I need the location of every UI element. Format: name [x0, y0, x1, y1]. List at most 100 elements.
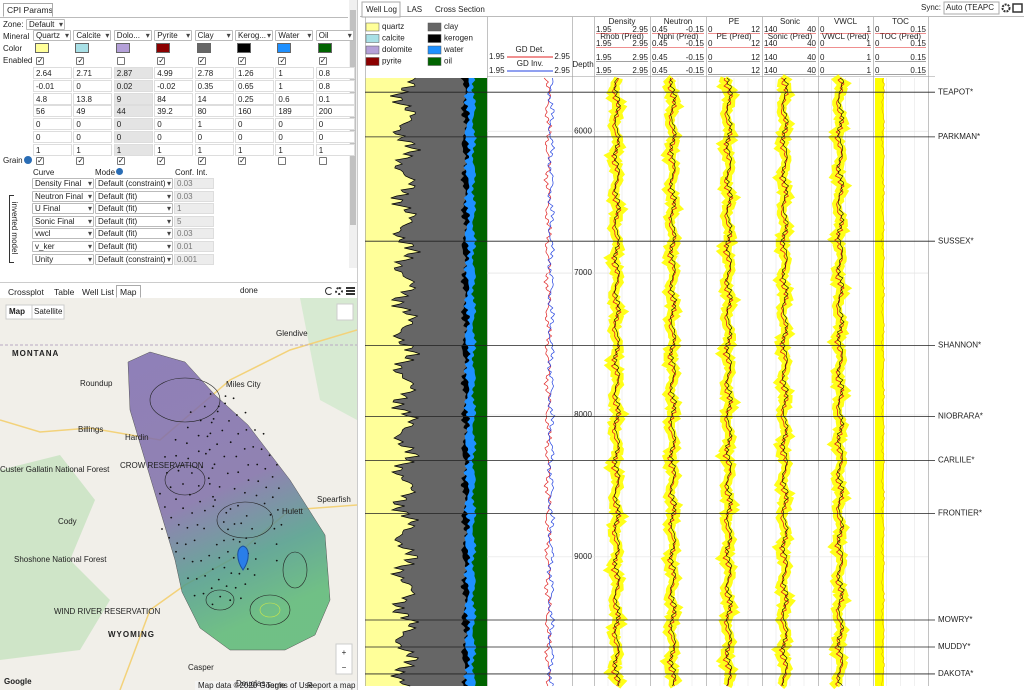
mode-select[interactable]: Default (fit): [95, 241, 173, 252]
menu-icon[interactable]: [1012, 3, 1023, 13]
mineral-select[interactable]: Calcite: [73, 30, 112, 41]
enabled-checkbox[interactable]: [116, 57, 125, 65]
property-input[interactable]: 0: [194, 131, 234, 143]
property-input[interactable]: 2.78: [194, 67, 234, 79]
property-input[interactable]: 4.99: [154, 67, 194, 79]
menu-icon[interactable]: [346, 287, 355, 295]
property-input[interactable]: 0.65: [235, 79, 274, 92]
conf-input[interactable]: 0.03: [174, 190, 214, 202]
mode-select[interactable]: Default (constraint): [95, 178, 173, 189]
property-input[interactable]: 0.8: [315, 67, 355, 79]
enabled-checkbox[interactable]: [197, 57, 206, 65]
settings-icon[interactable]: [1001, 3, 1011, 13]
color-swatch[interactable]: [35, 43, 49, 53]
property-input[interactable]: 0: [235, 118, 274, 131]
log-tab[interactable]: Well Log: [366, 5, 397, 14]
property-input[interactable]: 1: [194, 143, 234, 156]
grain-checkbox[interactable]: [197, 157, 206, 165]
property-input[interactable]: 1: [275, 79, 315, 92]
map[interactable]: Map Satellite MONTANA WYOMING Billings Miles …: [0, 298, 357, 690]
mineral-select[interactable]: Clay: [194, 30, 233, 41]
enabled-checkbox[interactable]: [76, 57, 85, 65]
grain-checkbox[interactable]: [36, 157, 44, 165]
property-input[interactable]: 2.87: [113, 67, 153, 79]
enabled-checkbox[interactable]: [278, 57, 287, 65]
scroll-thumb[interactable]: [350, 10, 356, 225]
property-input[interactable]: 80: [194, 105, 234, 118]
log-tab[interactable]: Cross Section: [435, 5, 485, 14]
help-icon[interactable]: [24, 156, 32, 164]
property-input[interactable]: 0.35: [194, 79, 234, 92]
curve-select[interactable]: Density Final: [32, 178, 94, 189]
property-input[interactable]: 0: [154, 131, 194, 143]
color-swatch[interactable]: [277, 43, 292, 53]
grain-checkbox[interactable]: [278, 157, 287, 165]
zone-select[interactable]: Default: [26, 19, 65, 30]
color-swatch[interactable]: [115, 43, 130, 53]
property-input[interactable]: 4.8: [33, 92, 72, 105]
property-input[interactable]: 1: [194, 118, 234, 131]
property-input[interactable]: 1: [154, 143, 194, 156]
property-input[interactable]: 1: [113, 143, 153, 156]
property-input[interactable]: 1: [235, 143, 274, 156]
grain-checkbox[interactable]: [76, 157, 85, 165]
mineral-select[interactable]: Oil: [315, 30, 354, 41]
enabled-checkbox[interactable]: [238, 57, 246, 65]
map-type-label[interactable]: Satellite: [34, 307, 63, 316]
map-tab[interactable]: Map: [116, 285, 141, 298]
conf-input[interactable]: 0.03: [174, 228, 214, 240]
color-swatch[interactable]: [317, 43, 332, 53]
map-tab[interactable]: Well List: [82, 287, 114, 297]
cpi-tab[interactable]: CPI Params: [3, 3, 53, 17]
property-input[interactable]: 2.71: [73, 67, 113, 79]
color-swatch[interactable]: [237, 43, 251, 53]
enabled-checkbox[interactable]: [318, 57, 327, 65]
color-swatch[interactable]: [75, 43, 90, 53]
color-swatch[interactable]: [156, 43, 171, 53]
property-input[interactable]: 0: [235, 131, 274, 143]
zoom-control[interactable]: [335, 643, 353, 675]
property-input[interactable]: 1.26: [235, 67, 274, 79]
property-input[interactable]: 160: [235, 105, 274, 118]
attribution[interactable]: Report a map error: [307, 681, 357, 690]
curve-select[interactable]: Sonic Final: [32, 215, 94, 227]
property-input[interactable]: 0: [73, 118, 113, 131]
tab-frame[interactable]: [361, 1, 401, 18]
enabled-checkbox[interactable]: [36, 57, 44, 65]
curve-select[interactable]: v_ker: [32, 241, 94, 252]
zoom-button[interactable]: −: [342, 663, 347, 672]
property-input[interactable]: 0.6: [275, 92, 315, 105]
property-input[interactable]: 13.8: [73, 92, 113, 105]
property-input[interactable]: 1: [315, 143, 355, 156]
curve-select[interactable]: vwcl: [32, 228, 94, 240]
sync-value[interactable]: Auto (TEAPC: [946, 3, 994, 12]
property-input[interactable]: 189: [275, 105, 315, 118]
property-input[interactable]: 0: [33, 118, 72, 131]
property-input[interactable]: -0.02: [154, 79, 194, 92]
property-input[interactable]: 9: [113, 92, 153, 105]
property-input[interactable]: 0.25: [235, 92, 274, 105]
conf-input[interactable]: 5: [174, 215, 214, 227]
property-input[interactable]: 1: [275, 67, 315, 79]
property-input[interactable]: 0: [33, 131, 72, 143]
curve-select[interactable]: Unity: [32, 253, 94, 265]
curve-select[interactable]: Neutron Final: [32, 190, 94, 202]
grain-checkbox[interactable]: [318, 157, 327, 165]
property-input[interactable]: 0: [275, 131, 315, 143]
grain-checkbox[interactable]: [238, 157, 246, 165]
property-input[interactable]: 2.64: [33, 67, 72, 79]
property-input[interactable]: 0.1: [315, 92, 355, 105]
color-swatch[interactable]: [196, 43, 211, 53]
property-input[interactable]: 0: [154, 118, 194, 131]
map-tab[interactable]: Crossplot: [8, 287, 44, 297]
mode-select[interactable]: Default (fit): [95, 190, 173, 202]
map-type-label[interactable]: Map: [9, 307, 25, 316]
property-input[interactable]: 1: [33, 143, 72, 156]
settings-icon[interactable]: [335, 287, 343, 295]
mode-select[interactable]: Default (fit): [95, 215, 173, 227]
property-input[interactable]: 0: [73, 131, 113, 143]
log-tab[interactable]: LAS: [407, 5, 422, 14]
map-tab[interactable]: Table: [54, 287, 75, 297]
property-input[interactable]: 0: [275, 118, 315, 131]
conf-input[interactable]: 0.03: [174, 178, 214, 189]
